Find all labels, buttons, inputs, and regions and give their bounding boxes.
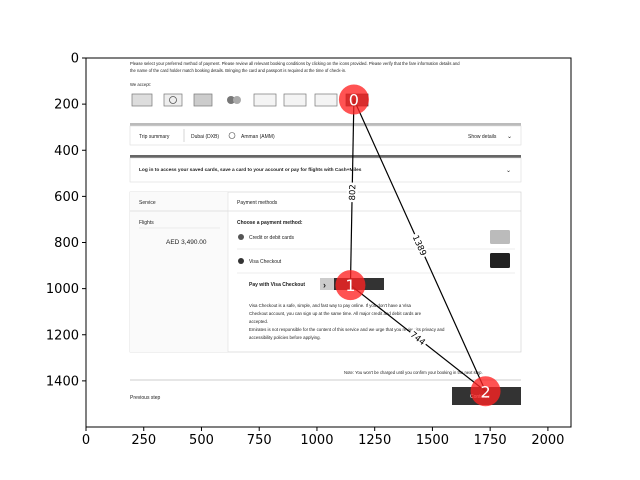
marker-circle — [470, 376, 501, 407]
card-icon — [193, 93, 213, 107]
option-credit[interactable]: Credit or debit cards — [249, 235, 295, 241]
x-tick-label: 250 — [131, 433, 156, 448]
distance-label-bg — [406, 327, 430, 349]
charge-note: Note: You won't be charged until you con… — [344, 370, 483, 375]
radio-credit[interactable] — [238, 234, 244, 240]
trip-summary-label: Trip summary — [139, 134, 170, 140]
service-column — [130, 192, 228, 352]
y-tick-label: 1400 — [46, 374, 79, 389]
intro-line-2: the name of the card holder match bookin… — [130, 68, 346, 73]
marker-label: 1 — [345, 276, 355, 295]
login-banner-divider — [130, 155, 521, 158]
distance-label: 802 — [346, 182, 358, 203]
y-tick-label: 600 — [54, 190, 79, 205]
x-tick-label: 750 — [247, 433, 272, 448]
visa-desc-line: Visa Checkout is a safe, simple, and fas… — [249, 303, 412, 308]
previous-step-link[interactable]: Previous step — [130, 395, 161, 401]
x-tick-label: 2000 — [531, 433, 564, 448]
visa-desc-line: Emirates is not responsible for the cont… — [249, 327, 445, 332]
card-icon — [314, 93, 338, 107]
y-tick-label: 800 — [54, 236, 79, 251]
route-arrow-icon — [228, 132, 236, 139]
distance-label-bg — [346, 182, 358, 203]
x-tick-label: 1750 — [474, 433, 507, 448]
chevron-right-glyph: › — [323, 280, 326, 290]
visa-desc-line: accessibility policies before applying. — [249, 335, 321, 340]
card-icon — [253, 93, 277, 107]
pay-with-visa-label: Pay with Visa Checkout — [249, 282, 305, 288]
y-tick-label: 1000 — [46, 282, 79, 297]
marker-label: 2 — [480, 382, 490, 401]
choose-method-label: Choose a payment method: — [237, 220, 303, 226]
mastercard-icon — [233, 96, 241, 104]
card-icon — [131, 93, 153, 107]
radio-visa[interactable] — [238, 258, 244, 264]
show-details-link[interactable]: Show details — [468, 134, 497, 140]
distance-label-text: 802 — [348, 184, 358, 200]
payment-methods-header: Payment methods — [237, 200, 278, 206]
embedded-page-screenshot: Please select your preferred method of p… — [129, 61, 522, 405]
axes: 0 250 500 750 1000 1250 1500 1750 2000 0 200 400 600… — [46, 52, 565, 449]
chevron-down-icon[interactable]: ⌄ — [507, 134, 512, 140]
marker-circle — [338, 84, 369, 115]
x-tick-label: 0 — [82, 433, 90, 448]
marker-label: 0 — [349, 91, 359, 110]
service-header: Service — [139, 200, 156, 206]
trip-summary-bar[interactable] — [129, 125, 522, 146]
visa-desc-line: accepted. — [249, 319, 268, 324]
visa-description: Visa Checkout is a safe, simple, and fas… — [249, 303, 445, 340]
y-tick-label: 0 — [71, 52, 79, 67]
amount: AED 3,490.00 — [166, 239, 207, 246]
x-tick-label: 1500 — [416, 433, 449, 448]
x-tick-label: 1000 — [300, 433, 333, 448]
route-from: Dubai (DXB) — [191, 134, 219, 140]
x-tick-label: 1250 — [358, 433, 391, 448]
card-icon — [163, 93, 183, 107]
visa-checkout-icon — [490, 253, 510, 268]
distance-label-bg — [409, 231, 430, 259]
intro-line-1: Please select your preferred method of p… — [130, 61, 460, 66]
login-banner-text: Log in to access your saved cards, save … — [139, 167, 362, 173]
chevron-right-icon[interactable] — [320, 278, 334, 290]
option-visa[interactable]: Visa Checkout — [249, 259, 282, 265]
service-item: Flights — [139, 220, 154, 226]
route-to: Amman (AMM) — [241, 134, 275, 140]
visa-icon — [283, 93, 307, 107]
we-accept-label: We accept: — [130, 82, 151, 87]
y-tick-label: 1200 — [46, 328, 79, 343]
y-tick-label: 400 — [54, 144, 79, 159]
chevron-down-icon[interactable]: ⌄ — [506, 168, 511, 174]
trip-summary-divider — [130, 123, 521, 126]
credit-card-icon — [490, 230, 510, 244]
visa-desc-line: Checkout account, you can sign up at the… — [249, 311, 422, 316]
card-icon — [169, 96, 177, 104]
marker-circle — [335, 270, 366, 301]
y-tick-label: 200 — [54, 98, 79, 113]
mastercard-icon — [227, 96, 235, 104]
login-banner[interactable] — [129, 157, 522, 183]
x-tick-label: 500 — [189, 433, 214, 448]
